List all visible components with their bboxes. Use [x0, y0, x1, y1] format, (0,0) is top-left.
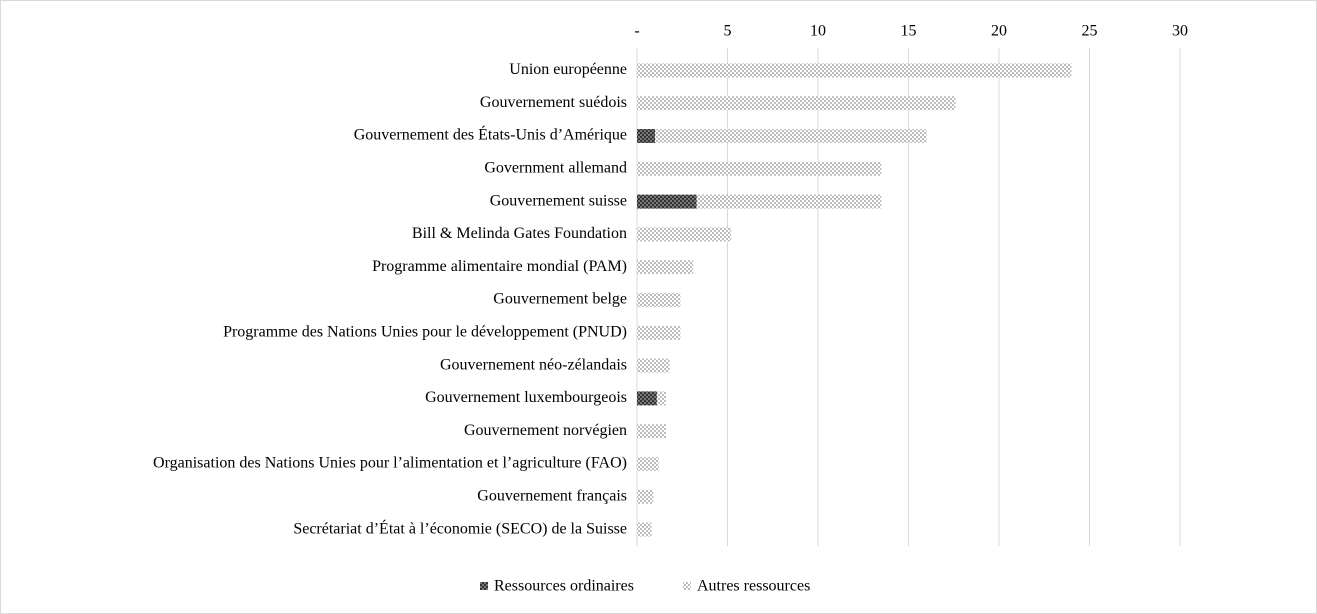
bar: [656, 391, 666, 406]
y-tick-label: Union européenne: [509, 61, 627, 78]
x-tick-label: 30: [1172, 23, 1188, 40]
y-tick-label: Programme alimentaire mondial (PAM): [372, 258, 627, 275]
y-tick-label: Organisation des Nations Unies pour l’al…: [153, 455, 627, 472]
x-tick-label: -: [634, 23, 639, 40]
bar: [637, 293, 681, 307]
legend-label: Ressources ordinaires: [494, 578, 634, 595]
x-tick-label: 20: [991, 23, 1007, 40]
legend-swatch: [480, 582, 488, 590]
y-tick-label: Bill & Melinda Gates Foundation: [412, 225, 627, 242]
y-tick-label: Secrétariat d’État à l’économie (SECO) d…: [293, 518, 627, 537]
x-tick-label: 10: [810, 23, 826, 40]
bar: [637, 260, 694, 275]
bar: [696, 194, 882, 209]
bar: [637, 96, 956, 111]
y-tick-label: Gouvernement français: [477, 487, 627, 504]
y-tick-label: Government allemand: [484, 159, 627, 176]
bar: [637, 325, 681, 340]
y-tick-label: Gouvernement suisse: [490, 192, 627, 209]
bar: [637, 129, 656, 143]
x-tick-label: 15: [901, 23, 917, 40]
bar: [637, 161, 882, 176]
y-tick-label: Gouvernement luxembourgeois: [425, 389, 627, 406]
bar: [637, 457, 659, 471]
y-tick-label: Programme des Nations Unies pour le déve…: [223, 323, 627, 340]
y-tick-label: Gouvernement norvégien: [464, 422, 627, 439]
legend-label: Autres ressources: [697, 578, 810, 595]
x-tick-label: 25: [1082, 23, 1098, 40]
bar: [637, 391, 657, 406]
y-tick-label: Gouvernement néo-zélandais: [440, 356, 627, 373]
bar: [637, 424, 666, 439]
y-tick-label: Gouvernement des États-Unis d’Amérique: [354, 125, 627, 144]
legend-swatch: [683, 582, 691, 590]
bar: [655, 129, 927, 143]
x-tick-label: 5: [724, 23, 732, 40]
bar: [637, 489, 654, 504]
bar: [637, 522, 652, 537]
bar: [637, 63, 1072, 78]
y-tick-label: Gouvernement suédois: [480, 94, 627, 111]
bar: [637, 227, 732, 242]
y-tick-label: Gouvernement belge: [493, 291, 627, 308]
bar: [637, 194, 697, 209]
bar: [637, 358, 670, 373]
